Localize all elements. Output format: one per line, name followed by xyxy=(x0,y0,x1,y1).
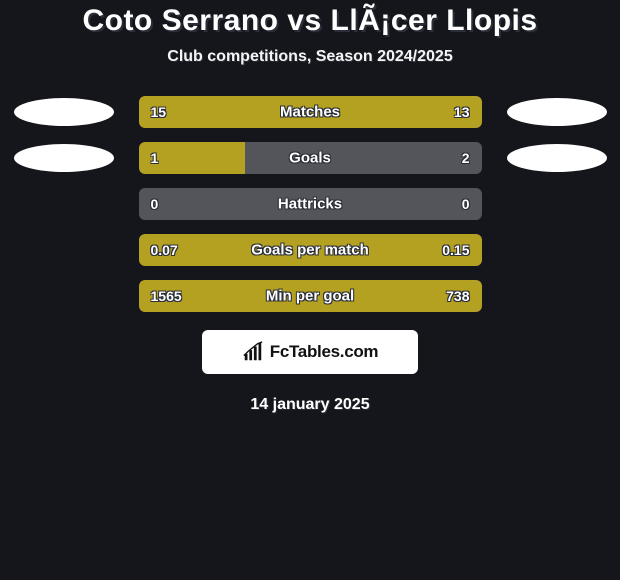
stat-bar: 1 Goals 2 xyxy=(139,142,482,174)
stat-bar: 0.07 Goals per match 0.15 xyxy=(139,234,482,266)
player-left-badge xyxy=(14,144,114,172)
stat-left-value: 1 xyxy=(151,150,159,166)
page-title: Coto Serrano vs LlÃ¡cer Llopis xyxy=(0,4,620,38)
bar-chart-icon xyxy=(242,341,264,363)
player-right-badge xyxy=(507,144,607,172)
stat-right-value: 13 xyxy=(454,104,470,120)
stat-bar: 0 Hattricks 0 xyxy=(139,188,482,220)
stat-row: 15 Matches 13 xyxy=(0,96,620,128)
logo-text: FcTables.com xyxy=(270,342,379,362)
fctables-logo: FcTables.com xyxy=(202,330,418,374)
stat-row: 1 Goals 2 xyxy=(0,142,620,174)
stat-bar: 15 Matches 13 xyxy=(139,96,482,128)
stat-left-value: 0.07 xyxy=(151,242,178,258)
stat-left-value: 0 xyxy=(151,196,159,212)
stat-right-value: 0.15 xyxy=(442,242,469,258)
stat-row: 0.07 Goals per match 0.15 xyxy=(0,234,620,266)
stat-label: Hattricks xyxy=(278,196,342,213)
stat-label: Goals per match xyxy=(251,242,369,259)
stat-label: Goals xyxy=(289,150,331,167)
player-right-badge xyxy=(507,98,607,126)
stat-row: 0 Hattricks 0 xyxy=(0,188,620,220)
stat-right-value: 2 xyxy=(462,150,470,166)
subtitle: Club competitions, Season 2024/2025 xyxy=(0,48,620,66)
comparison-card: Coto Serrano vs LlÃ¡cer Llopis Club comp… xyxy=(0,0,620,414)
stat-label: Matches xyxy=(280,104,340,121)
stat-row: 1565 Min per goal 738 xyxy=(0,280,620,312)
stat-bar: 1565 Min per goal 738 xyxy=(139,280,482,312)
date-stamp: 14 january 2025 xyxy=(0,396,620,414)
stat-left-value: 15 xyxy=(151,104,167,120)
stat-label: Min per goal xyxy=(266,288,354,305)
stat-right-value: 0 xyxy=(462,196,470,212)
stat-left-value: 1565 xyxy=(151,288,182,304)
stat-right-value: 738 xyxy=(446,288,469,304)
player-left-badge xyxy=(14,98,114,126)
